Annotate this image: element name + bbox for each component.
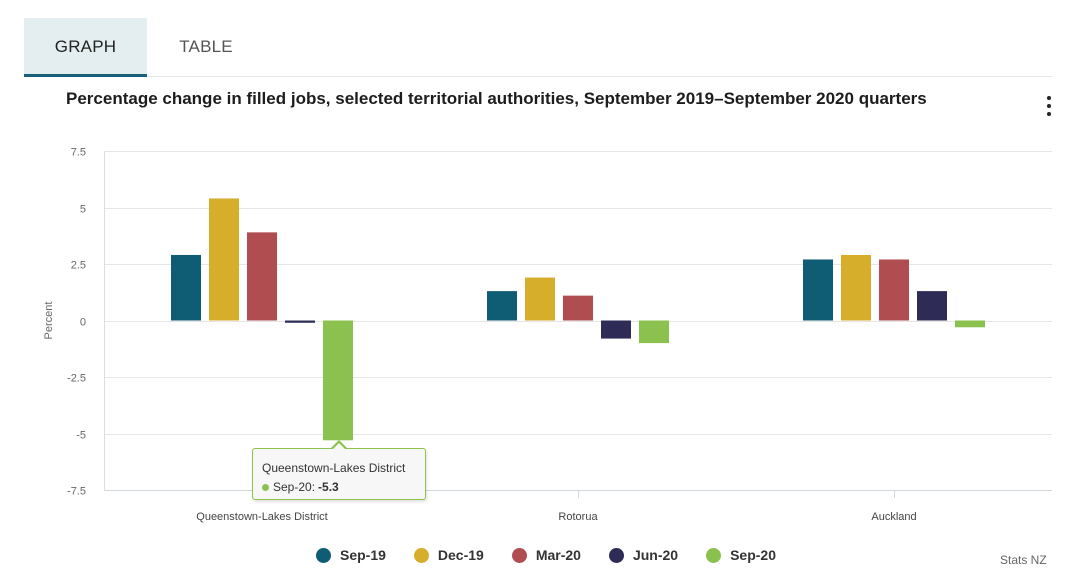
x-tick-label: Rotorua <box>558 511 598 523</box>
y-tick-label: 2.5 <box>71 260 86 272</box>
bar-dec-19-2[interactable] <box>525 277 555 321</box>
y-axis-title: Percent <box>43 302 55 340</box>
axis-labels: 7.5 5 2.5 0 -2.5 -5 -7.5 Percent Queenstown-Lake… <box>43 147 917 524</box>
legend-swatch <box>608 547 624 563</box>
legend-label: Sep-20 <box>730 547 777 563</box>
bar-jun-20-2[interactable] <box>601 320 631 339</box>
bars <box>171 198 985 441</box>
bar-sep-19-1[interactable] <box>171 254 201 321</box>
legend-swatch <box>706 547 722 563</box>
bar-mar-20-1[interactable] <box>247 232 277 321</box>
legend-swatch <box>511 547 527 563</box>
tab-bar: GRAPH TABLE <box>24 18 1052 77</box>
y-tick-label: -2.5 <box>67 373 86 385</box>
y-tick-label: -7.5 <box>67 486 86 498</box>
bar-jun-20-1[interactable] <box>285 320 315 323</box>
x-tick-label: Auckland <box>871 511 916 523</box>
chart-plot: 7.5 5 2.5 0 -2.5 -5 -7.5 Percent Queenstown-Lake… <box>43 147 1052 524</box>
tooltip-line: Sep-20: -5.3 <box>262 480 339 494</box>
tooltip-value: -5.3 <box>318 480 339 494</box>
bar-sep-20-1[interactable] <box>323 320 353 441</box>
legend-item-dec-19[interactable]: Dec-19 <box>413 544 484 566</box>
tab-graph[interactable]: GRAPH <box>24 18 147 77</box>
bar-jun-20-3[interactable] <box>917 291 947 321</box>
y-tick-label: 0 <box>80 317 86 329</box>
bar-dec-19-3[interactable] <box>841 254 871 321</box>
grid-lines <box>104 151 1052 435</box>
bar-sep-19-2[interactable] <box>487 291 517 321</box>
legend-label: Jun-20 <box>632 547 679 563</box>
legend: Sep-19 Dec-19 Mar-20 Jun-20 Sep-20 <box>0 544 1080 566</box>
legend-label: Mar-20 <box>535 547 581 563</box>
y-tick-label: 7.5 <box>71 147 86 159</box>
legend-swatch <box>413 547 429 563</box>
tooltip: Queenstown-Lakes District Sep-20: -5.3 <box>252 440 426 500</box>
y-tick-label: -5 <box>76 430 86 442</box>
credits[interactable]: Stats NZ <box>1000 553 1047 567</box>
legend-item-sep-19[interactable]: Sep-19 <box>315 544 386 566</box>
bar-dec-19-1[interactable] <box>209 198 239 321</box>
bar-sep-19-3[interactable] <box>803 259 833 321</box>
tab-table[interactable]: TABLE <box>179 37 233 56</box>
bar-sep-20-3[interactable] <box>955 320 985 328</box>
tooltip-category: Queenstown-Lakes District <box>262 461 406 475</box>
bar-mar-20-2[interactable] <box>563 295 593 321</box>
chart-title: Percentage change in filled jobs, select… <box>66 89 927 108</box>
legend-item-sep-20[interactable]: Sep-20 <box>706 544 776 566</box>
y-tick-label: 5 <box>80 204 86 216</box>
tooltip-series-dot <box>262 483 269 491</box>
x-tick-label: Queenstown-Lakes District <box>196 511 327 523</box>
bar-mar-20-3[interactable] <box>879 259 909 321</box>
kebab-menu-icon[interactable] <box>1042 94 1056 118</box>
bar-sep-20-2[interactable] <box>639 320 669 344</box>
legend-item-mar-20[interactable]: Mar-20 <box>511 544 581 566</box>
legend-label: Dec-19 <box>437 547 484 563</box>
legend-item-jun-20[interactable]: Jun-20 <box>608 544 679 566</box>
legend-label: Sep-19 <box>339 547 386 563</box>
legend-swatch <box>315 547 331 563</box>
axes <box>104 151 1052 498</box>
tooltip-series-label: Sep-20: <box>273 480 316 494</box>
